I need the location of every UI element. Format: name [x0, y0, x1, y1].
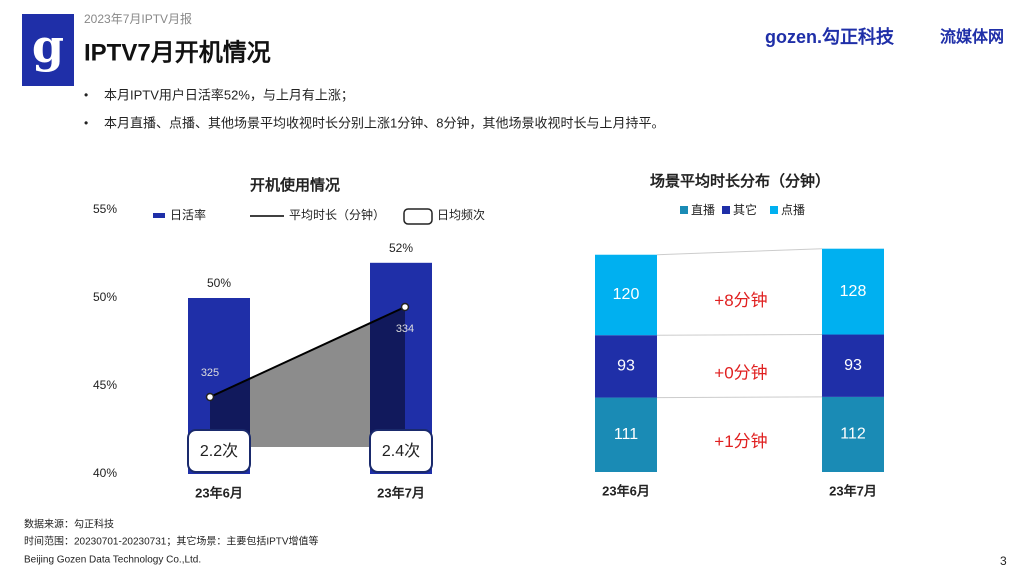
- slide-title: IPTV7月开机情况: [84, 39, 271, 66]
- legend-label: 其它: [733, 202, 757, 217]
- x-tick-label: 23年6月: [195, 485, 243, 500]
- bar-segment: [595, 335, 657, 398]
- segment-label: 111: [614, 426, 638, 443]
- line-point: [205, 392, 215, 402]
- logo-mark: g: [32, 19, 64, 73]
- line-value-label: 325: [201, 367, 219, 379]
- logo: gozen.勾正科技: [765, 26, 895, 47]
- y-tick-label: 45%: [93, 378, 117, 392]
- annotation: +0分钟: [714, 364, 767, 383]
- frequency-label: 2.2次: [200, 442, 238, 460]
- segment-label: 93: [844, 357, 862, 374]
- segment-label: 112: [840, 426, 866, 443]
- connector: [656, 248, 823, 256]
- page-number: 3: [1000, 554, 1007, 568]
- y-tick-label: 55%: [93, 202, 117, 216]
- logo-block: [22, 14, 74, 86]
- svg-text:•: •: [84, 88, 88, 102]
- x-tick-label: 23年6月: [602, 483, 650, 498]
- bar-segment: [822, 396, 884, 472]
- bar-value-label: 50%: [207, 276, 231, 290]
- bar-segment: [595, 254, 657, 336]
- line: [209, 306, 406, 398]
- legend-swatch: [403, 208, 433, 225]
- frequency-box: [187, 429, 251, 473]
- bar-value-label: 52%: [389, 241, 413, 255]
- legend-swatch: [770, 206, 778, 214]
- frequency-label: 2.4次: [382, 442, 420, 460]
- x-tick-label: 23年7月: [829, 483, 877, 498]
- bar-segment: [595, 397, 657, 472]
- legend-label: 日活率: [170, 207, 206, 222]
- annotation: +1分钟: [714, 432, 767, 451]
- segment-label: 120: [613, 286, 640, 303]
- report-name: 2023年7月IPTV月报: [84, 11, 192, 26]
- source: 数据来源：勾正科技: [24, 518, 114, 531]
- logo2: 流媒体网: [940, 27, 1004, 46]
- connector: [656, 334, 823, 336]
- y-tick-label: 50%: [93, 290, 117, 304]
- company: Beijing Gozen Data Technology Co.,Ltd.: [24, 555, 201, 566]
- bullet: 本月直播、点播、其他场景平均收视时长分别上涨1分钟、8分钟，其他场景收视时长与上…: [104, 115, 664, 130]
- line-value-label: 334: [396, 323, 414, 335]
- svg-text:•: •: [84, 116, 88, 130]
- period: 时间范围：20230701-20230731；其它场景：主要包括IPTV增值等: [24, 535, 319, 548]
- chart-title: 场景平均时长分布（分钟）: [650, 172, 830, 190]
- legend-swatch: [153, 213, 165, 218]
- legend-label: 直播: [691, 203, 715, 217]
- y-tick-label: 40%: [93, 466, 117, 480]
- area: [210, 307, 405, 447]
- chart-title: 开机使用情况: [250, 176, 340, 194]
- connector: [656, 396, 823, 399]
- segment-label: 128: [840, 283, 867, 300]
- line-point: [400, 302, 410, 312]
- frequency-box: [369, 429, 433, 473]
- bar-segment: [822, 334, 884, 397]
- annotation: +8分钟: [714, 291, 767, 310]
- segment-label: 93: [617, 358, 635, 375]
- bar-segment: [822, 248, 884, 335]
- legend-swatch: [680, 206, 688, 214]
- legend-label: 点播: [781, 203, 805, 217]
- x-tick-label: 23年7月: [377, 485, 425, 500]
- bullet: 本月IPTV用户日活率52%，与上月有上涨；: [104, 87, 354, 103]
- legend-swatch: [722, 206, 730, 214]
- legend-label: 平均时长（分钟）: [289, 207, 385, 222]
- legend-label: 日均频次: [437, 208, 485, 222]
